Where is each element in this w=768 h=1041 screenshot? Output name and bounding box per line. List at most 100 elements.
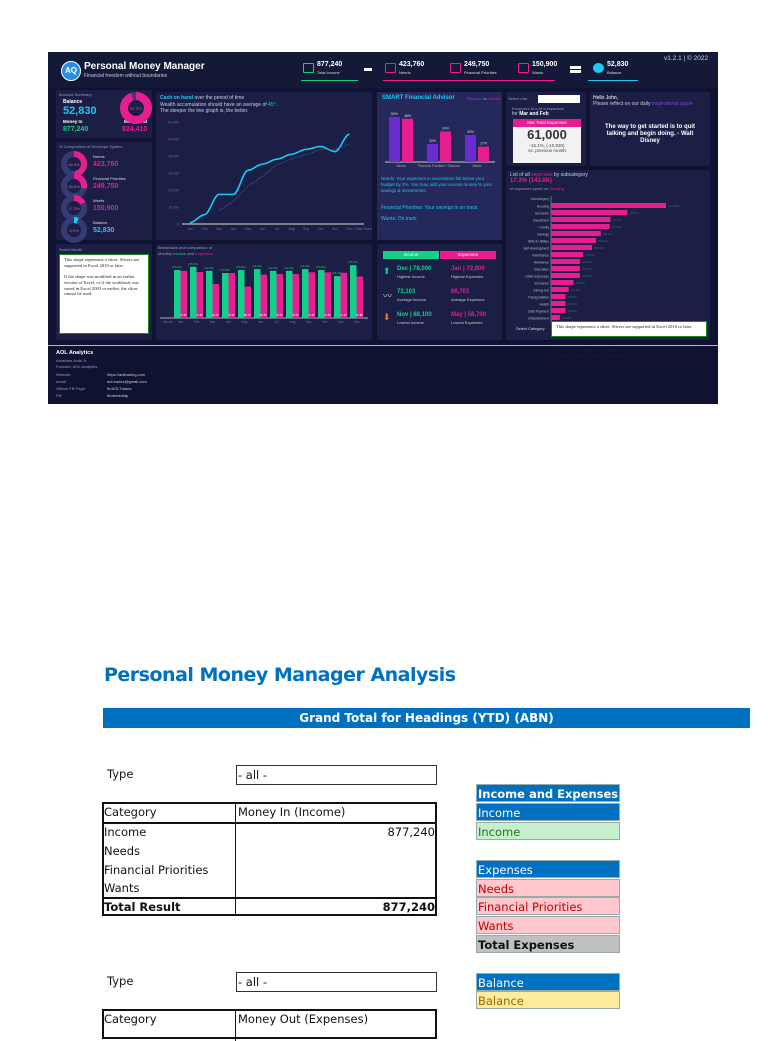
income-label: [73.6K] bbox=[172, 265, 182, 269]
sheet-banner: Grand Total for Headings (YTD) (ABN) bbox=[103, 708, 750, 728]
axis-header: Subcategory bbox=[530, 197, 549, 201]
footer-key: Official FB Page: bbox=[56, 386, 86, 391]
breakdown-pre: Monthly bbox=[158, 251, 174, 256]
type-label: Type bbox=[107, 767, 134, 781]
mom-months: Mar and Feb bbox=[519, 111, 549, 117]
envelope-value: 249,750 bbox=[93, 183, 119, 190]
legend-vs: vs. bbox=[481, 96, 489, 101]
income-stat-label: Highest Income bbox=[397, 274, 425, 279]
legend-balance-header: Balance bbox=[476, 973, 620, 991]
x-tick-label: May bbox=[245, 227, 252, 231]
x-tick-label: Jan bbox=[187, 227, 193, 231]
advisor-bar-actual bbox=[478, 146, 489, 162]
subcat-spent-highlight: Housing bbox=[549, 186, 564, 191]
col-header-category: Category bbox=[104, 805, 157, 819]
month-label: Feb bbox=[194, 320, 200, 324]
type-filter-2[interactable]: - all - bbox=[236, 972, 437, 992]
month-label: May bbox=[241, 320, 248, 324]
col-header-money-out: Money Out (Expenses) bbox=[238, 1012, 369, 1026]
chart-note-2: The steeper the line graph is, the bette… bbox=[160, 108, 249, 114]
legend-balance: Balance bbox=[476, 991, 620, 1009]
kpi-label: Total Income bbox=[317, 70, 340, 75]
chart-title-highlight: Cash on hand bbox=[160, 95, 194, 101]
subcat-pct: 17.3% (143.0K) bbox=[510, 178, 553, 184]
y-tick-label: 50,000 bbox=[168, 138, 179, 142]
subcategory-bar bbox=[551, 231, 601, 236]
bar-label: 50% bbox=[391, 112, 398, 116]
slicer-text-2: If the shape was modified in an earlier … bbox=[64, 274, 140, 297]
month-label: Oct bbox=[322, 320, 327, 324]
subcategory-label: Bills & Utilities bbox=[528, 239, 549, 243]
type-filter-1[interactable]: - all - bbox=[236, 765, 437, 785]
y-tick-label: 0 bbox=[177, 223, 179, 227]
row-income: Income bbox=[104, 825, 147, 839]
subcategory-bar bbox=[551, 245, 593, 250]
breakdown-expenses: Expenses bbox=[195, 251, 213, 256]
bar-expenses bbox=[276, 274, 283, 318]
footer-key: Website: bbox=[56, 372, 72, 377]
equals-icon bbox=[570, 66, 581, 69]
account-summary-panel: Account Summary Balance 52,830 Money In … bbox=[56, 90, 152, 138]
income-value: 877,240 bbox=[387, 825, 435, 839]
bar-value: (22.0K) bbox=[571, 288, 581, 292]
subcategory-panel: List of all expenses by subcategory 17.3… bbox=[506, 170, 710, 340]
footer-link[interactable]: https://aoltrading.com bbox=[107, 372, 146, 377]
subcategory-bar bbox=[551, 224, 610, 229]
income-stat: 73,103 bbox=[397, 289, 416, 295]
bar-value: (74.0K) bbox=[613, 218, 623, 222]
row-needs: Needs bbox=[104, 844, 141, 858]
expenses-tab[interactable]: Expenses bbox=[440, 251, 496, 259]
envelope-value: 52,830 bbox=[93, 227, 115, 234]
bar-income bbox=[318, 270, 325, 318]
x-tick-label: Nov bbox=[332, 227, 338, 231]
category-label: Needs bbox=[396, 164, 406, 168]
month-label: Sep bbox=[306, 320, 312, 324]
month-slicer[interactable]: This shape represents a slicer. Slicers … bbox=[59, 254, 149, 334]
footer-name: Abraham Avila Jr. bbox=[56, 358, 88, 363]
bar-label: 30% bbox=[467, 130, 474, 134]
app-title: Personal Money Manager bbox=[84, 61, 205, 72]
donut-pct: 6.0% bbox=[69, 228, 79, 233]
bar-value: (36.0K) bbox=[582, 267, 592, 271]
income-tab[interactable]: Income bbox=[383, 251, 439, 259]
subcategory-bar bbox=[551, 252, 584, 257]
expenses-pivot-table: Category Money Out (Expenses) bbox=[102, 1009, 437, 1041]
kpi-label: Needs bbox=[399, 70, 411, 75]
arrow-down-icon: ⬇ bbox=[383, 312, 391, 322]
bar-expenses bbox=[340, 272, 347, 318]
bar-income bbox=[206, 270, 213, 318]
subcat-title-highlight: expenses bbox=[531, 172, 553, 178]
kpi-value: 52,830 bbox=[607, 61, 629, 68]
subcategory-label: Charity bbox=[539, 225, 550, 229]
breakdown-and: and bbox=[186, 251, 196, 256]
envelope-value: 150,900 bbox=[93, 205, 119, 212]
advisor-bar-planned bbox=[465, 135, 476, 162]
envelope-donut: 6.0% bbox=[61, 217, 87, 243]
bar-expenses bbox=[292, 274, 299, 318]
expense-label: 61.0K bbox=[212, 313, 219, 317]
footer-link[interactable]: fb/AOLTrades bbox=[107, 386, 132, 391]
money-in-label: Money In bbox=[63, 119, 83, 124]
bar-value: (51.0K) bbox=[594, 246, 604, 250]
envelope-panel: % Composition of Envelope System 48.3% Ne… bbox=[56, 142, 152, 243]
select-one-dropdown[interactable] bbox=[538, 95, 580, 103]
bar-value: (36.0K) bbox=[582, 274, 592, 278]
mar-expenses-card: Mar Total Expenses 61,000 -15.1%, (-10,8… bbox=[513, 119, 581, 163]
bar-value: (40.0K) bbox=[585, 253, 595, 257]
balance-value: 52,830 bbox=[63, 105, 97, 117]
category-slicer[interactable]: This shape represents a slicer. Slicers … bbox=[551, 321, 707, 337]
expense-stat: May | 58,700 bbox=[451, 312, 487, 318]
total-result-value: 877,240 bbox=[382, 900, 435, 914]
advisor-needs-message: Needs: Your expenses in necessities fall… bbox=[381, 176, 493, 193]
subcategory-label: Investment bbox=[533, 218, 549, 222]
footer-link[interactable]: fb/abeavilajr bbox=[107, 393, 129, 398]
quote-text: The way to get started is to quit talkin… bbox=[604, 124, 695, 145]
income-stat-label: Average Income bbox=[397, 297, 427, 302]
subcategory-label: Insurance bbox=[535, 281, 550, 285]
footer-link[interactable]: aol.trades@gmail.com bbox=[107, 379, 147, 384]
subcategory-label: Entertainment bbox=[528, 316, 549, 320]
advisor-wants-message: Wants: On track bbox=[381, 216, 417, 222]
bar-income bbox=[254, 269, 261, 318]
x-tick-label: Mar bbox=[216, 227, 223, 231]
donut-segment bbox=[61, 151, 87, 177]
